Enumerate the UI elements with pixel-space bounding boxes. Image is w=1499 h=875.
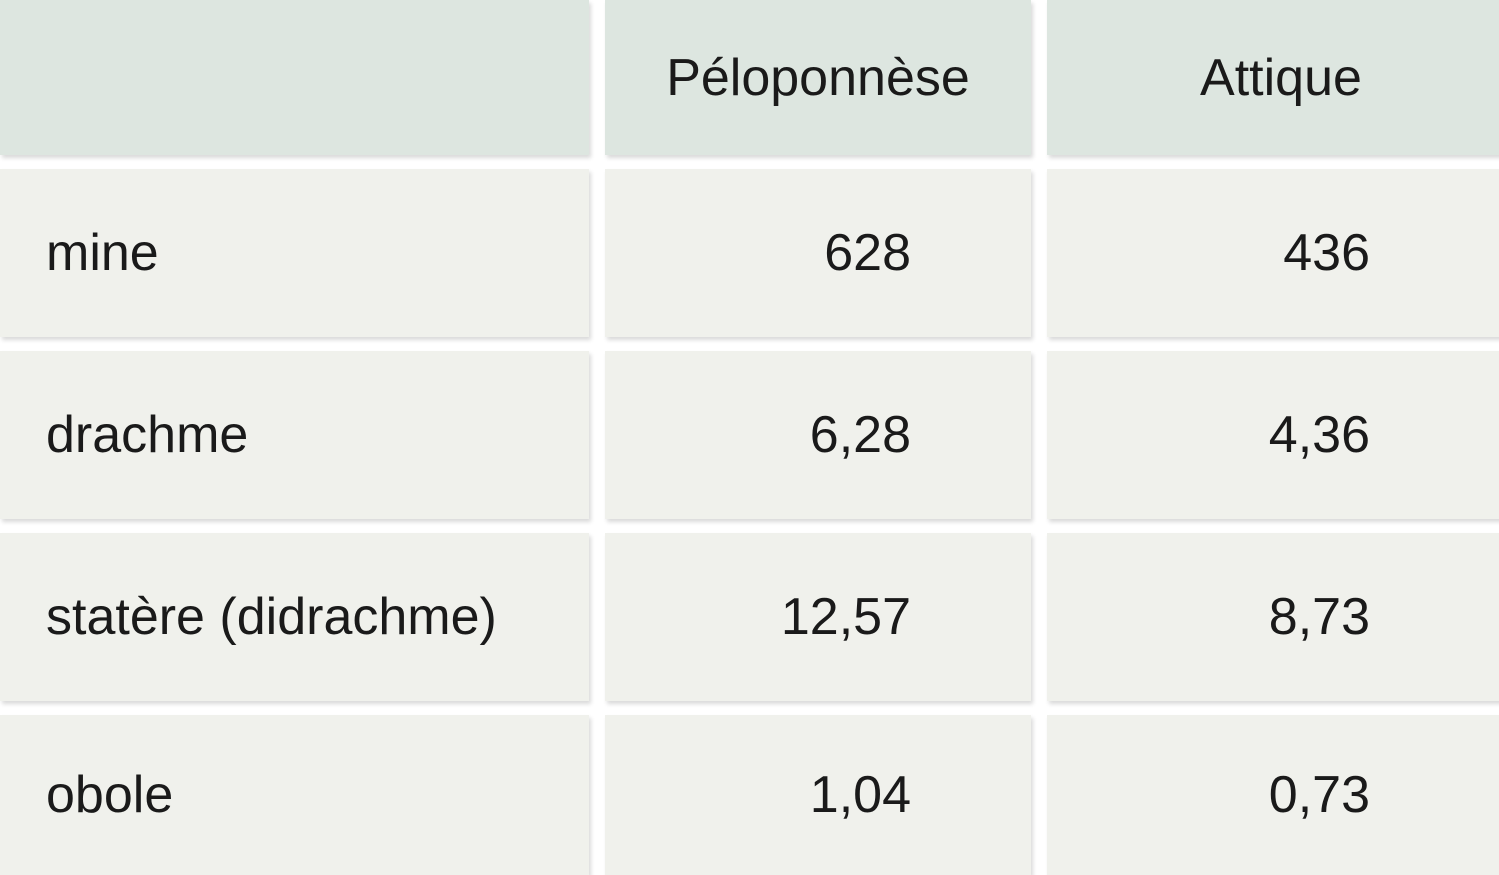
table-row-label: mine [0, 169, 589, 337]
header-peloponnese: Péloponnèse [605, 0, 1031, 155]
table-cell: 436 [1047, 169, 1499, 337]
table-cell: 4,36 [1047, 351, 1499, 519]
cell-value: 436 [1283, 223, 1370, 283]
cell-value: 6,28 [810, 405, 911, 465]
cell-value: 0,73 [1269, 765, 1370, 825]
table-cell: 8,73 [1047, 533, 1499, 701]
header-label-2: Attique [1200, 48, 1362, 108]
row-label-2: statère (didrachme) [46, 587, 497, 647]
header-label-1: Péloponnèse [666, 48, 970, 108]
table-cell: 1,04 [605, 715, 1031, 875]
cell-value: 628 [824, 223, 911, 283]
table-row-label: statère (didrachme) [0, 533, 589, 701]
header-empty [0, 0, 589, 155]
cell-value: 12,57 [781, 587, 911, 647]
table-cell: 12,57 [605, 533, 1031, 701]
row-label-3: obole [46, 765, 173, 825]
header-attique: Attique [1047, 0, 1499, 155]
table-cell: 6,28 [605, 351, 1031, 519]
row-label-0: mine [46, 223, 159, 283]
weights-table: Péloponnèse Attique mine 628 436 drachme… [0, 0, 1499, 875]
table-cell: 628 [605, 169, 1031, 337]
table-row-label: drachme [0, 351, 589, 519]
table-cell: 0,73 [1047, 715, 1499, 875]
cell-value: 4,36 [1269, 405, 1370, 465]
cell-value: 1,04 [810, 765, 911, 825]
cell-value: 8,73 [1269, 587, 1370, 647]
table-row-label: obole [0, 715, 589, 875]
row-label-1: drachme [46, 405, 248, 465]
